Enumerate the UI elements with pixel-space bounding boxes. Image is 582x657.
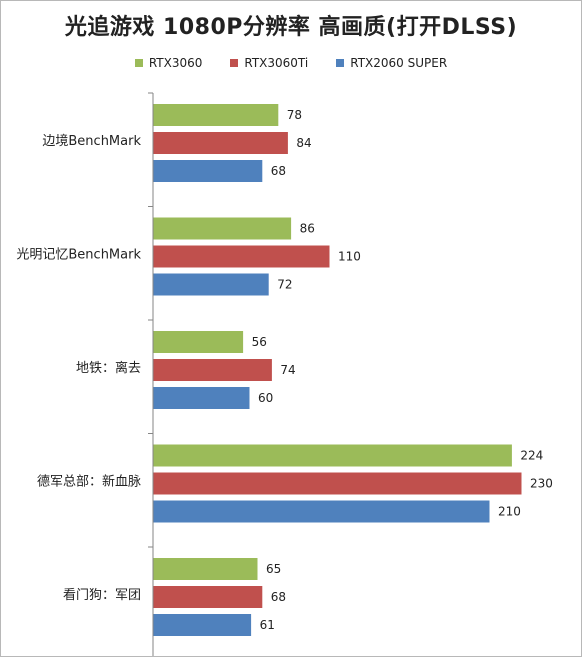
data-label: 72 bbox=[277, 278, 292, 292]
data-label: 84 bbox=[296, 136, 311, 150]
legend-swatch-rtx2060super bbox=[336, 59, 345, 67]
bar-rtx3060ti-0 bbox=[153, 132, 288, 154]
bar-rtx3060-0 bbox=[153, 104, 279, 126]
bar-rtx3060-1 bbox=[153, 217, 292, 240]
data-label: 74 bbox=[280, 363, 295, 377]
data-label: 110 bbox=[338, 250, 361, 264]
bar-rtx3060-3 bbox=[153, 444, 512, 467]
data-label: 78 bbox=[287, 108, 302, 122]
bar-rtx2060-super-1 bbox=[153, 273, 269, 296]
bar-rtx2060-super-0 bbox=[153, 160, 263, 182]
data-label: 68 bbox=[271, 164, 286, 178]
bar-rtx3060ti-3 bbox=[153, 472, 522, 495]
legend-item-rtx2060super: RTX2060 SUPER bbox=[336, 56, 447, 70]
bar-rtx3060-4 bbox=[153, 558, 258, 580]
category-label: 地铁：离去 bbox=[76, 360, 141, 376]
data-label: 65 bbox=[266, 562, 281, 576]
legend-swatch-rtx3060 bbox=[134, 59, 143, 67]
data-label: 61 bbox=[260, 618, 275, 632]
category-label: 德军总部：新血脉 bbox=[37, 473, 141, 489]
category-label: 光明记忆BenchMark bbox=[16, 246, 141, 262]
data-label: 230 bbox=[530, 477, 553, 491]
legend-label-rtx3060: RTX3060 bbox=[148, 56, 203, 70]
data-label: 224 bbox=[520, 449, 543, 463]
bar-rtx2060-super-3 bbox=[153, 500, 490, 523]
data-label: 210 bbox=[498, 505, 521, 519]
bar-rtx2060-super-4 bbox=[153, 614, 252, 636]
category-label: 看门狗：军团 bbox=[63, 587, 141, 603]
category-label: 边境BenchMark bbox=[42, 134, 141, 149]
legend-swatch-rtx3060ti bbox=[230, 59, 239, 67]
legend-item-rtx3060: RTX3060 bbox=[134, 56, 203, 70]
legend-item-rtx3060ti: RTX3060Ti bbox=[230, 56, 308, 70]
bar-rtx3060-2 bbox=[153, 331, 244, 353]
data-label: 60 bbox=[258, 391, 273, 405]
data-label: 56 bbox=[252, 335, 267, 349]
legend-label-rtx2060super: RTX2060 SUPER bbox=[350, 56, 448, 70]
chart-legend: RTX3060 RTX3060Ti RTX2060 SUPER bbox=[1, 56, 581, 70]
bar-rtx2060-super-2 bbox=[153, 387, 250, 409]
data-label: 86 bbox=[300, 222, 315, 236]
bar-rtx3060ti-4 bbox=[153, 586, 263, 608]
bar-rtx3060ti-2 bbox=[153, 359, 272, 381]
data-label: 68 bbox=[271, 590, 286, 604]
chart-title: 光追游戏 1080P分辨率 高画质(打开DLSS) bbox=[64, 15, 518, 40]
legend-label-rtx3060ti: RTX3060Ti bbox=[244, 56, 309, 70]
bar-rtx3060ti-1 bbox=[153, 245, 330, 268]
